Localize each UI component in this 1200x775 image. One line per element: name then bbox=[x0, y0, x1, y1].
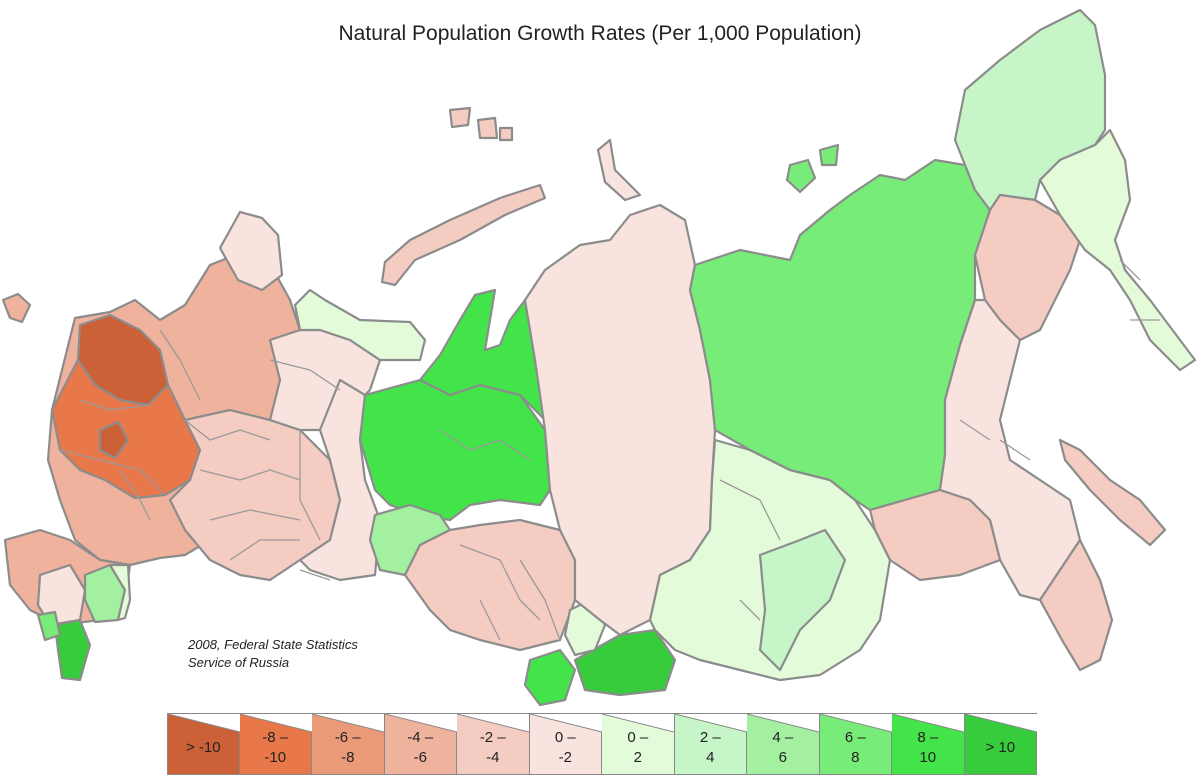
region-karelia-murmansk bbox=[218, 210, 284, 292]
map-legend: > -10 -8 – -10 -6 – -8 -4 – -6 -2 – -4 0 – -2… bbox=[167, 713, 1037, 775]
legend-notch bbox=[384, 714, 457, 733]
legend-notch bbox=[747, 714, 819, 733]
legend-swatch: 0 – 2 bbox=[602, 713, 675, 775]
region-omsk-novosibirsk bbox=[403, 518, 577, 652]
legend-swatch: 0 – -2 bbox=[529, 713, 602, 775]
legend-notch bbox=[602, 714, 674, 733]
region-moscow bbox=[98, 420, 130, 460]
legend-swatch: -8 – -10 bbox=[239, 713, 312, 775]
legend-label: -8 – -10 bbox=[262, 729, 289, 766]
region-kbr bbox=[36, 610, 62, 642]
legend-notch bbox=[239, 714, 312, 733]
legend-label: 0 – -2 bbox=[554, 729, 576, 766]
legend-label: 0 – 2 bbox=[627, 729, 649, 766]
russia-regions-map bbox=[1, 8, 1197, 707]
legend-label: 4 – 6 bbox=[772, 729, 794, 766]
legend-notch bbox=[964, 714, 1037, 733]
region-sakhalin bbox=[1058, 438, 1167, 547]
region-franz-josef bbox=[448, 106, 514, 142]
legend-swatch: 4 – 6 bbox=[747, 713, 820, 775]
region-kamchatka bbox=[1038, 128, 1197, 372]
source-note: 2008, Federal State Statistics Service o… bbox=[188, 636, 358, 672]
source-line-2: Service of Russia bbox=[188, 655, 290, 670]
legend-swatch: 2 – 4 bbox=[674, 713, 747, 775]
legend-swatch: > -10 bbox=[167, 713, 240, 775]
region-astrakhan bbox=[108, 563, 132, 622]
source-line-1: 2008, Federal State Statistics bbox=[188, 637, 358, 652]
legend-label: > 10 bbox=[985, 739, 1016, 756]
region-altai bbox=[523, 648, 577, 707]
legend-swatch: -4 – -6 bbox=[384, 713, 457, 775]
legend-notch bbox=[674, 714, 747, 733]
legend-notch bbox=[819, 714, 892, 733]
region-urals bbox=[298, 378, 382, 582]
legend-label: -6 – -8 bbox=[334, 729, 361, 766]
region-nenets bbox=[293, 288, 427, 362]
legend-notch bbox=[168, 714, 240, 733]
region-dagestan-chechnya bbox=[53, 618, 92, 682]
region-yamal bbox=[418, 288, 547, 422]
legend-swatch: -2 – -4 bbox=[457, 713, 530, 775]
region-khanty-mansi bbox=[358, 378, 552, 522]
legend-notch bbox=[457, 714, 529, 733]
region-kaliningrad bbox=[1, 292, 32, 324]
region-tuva bbox=[573, 628, 677, 697]
region-taymyr-islands bbox=[596, 138, 642, 202]
legend-swatch: -6 – -8 bbox=[312, 713, 385, 775]
region-buryatia bbox=[758, 528, 847, 672]
legend-notch bbox=[312, 714, 384, 733]
region-primorye bbox=[1038, 538, 1114, 672]
legend-notch bbox=[892, 714, 964, 733]
legend-notch bbox=[529, 714, 602, 733]
legend-swatch: > 10 bbox=[964, 713, 1037, 775]
map-title: Natural Population Growth Rates (Per 1,0… bbox=[338, 22, 862, 45]
region-amur bbox=[868, 488, 1002, 582]
legend-label: > -10 bbox=[185, 739, 221, 756]
legend-swatch: 8 – 10 bbox=[892, 713, 965, 775]
region-novosibirsk-islands bbox=[785, 143, 840, 194]
legend-label: 8 – 10 bbox=[917, 729, 939, 766]
legend-label: -4 – -6 bbox=[407, 729, 434, 766]
legend-label: 6 – 8 bbox=[844, 729, 866, 766]
legend-swatch: 6 – 8 bbox=[819, 713, 892, 775]
legend-label: -2 – -4 bbox=[479, 729, 506, 766]
legend-label: 2 – 4 bbox=[699, 729, 721, 766]
region-novaya-zemlya bbox=[380, 183, 547, 287]
